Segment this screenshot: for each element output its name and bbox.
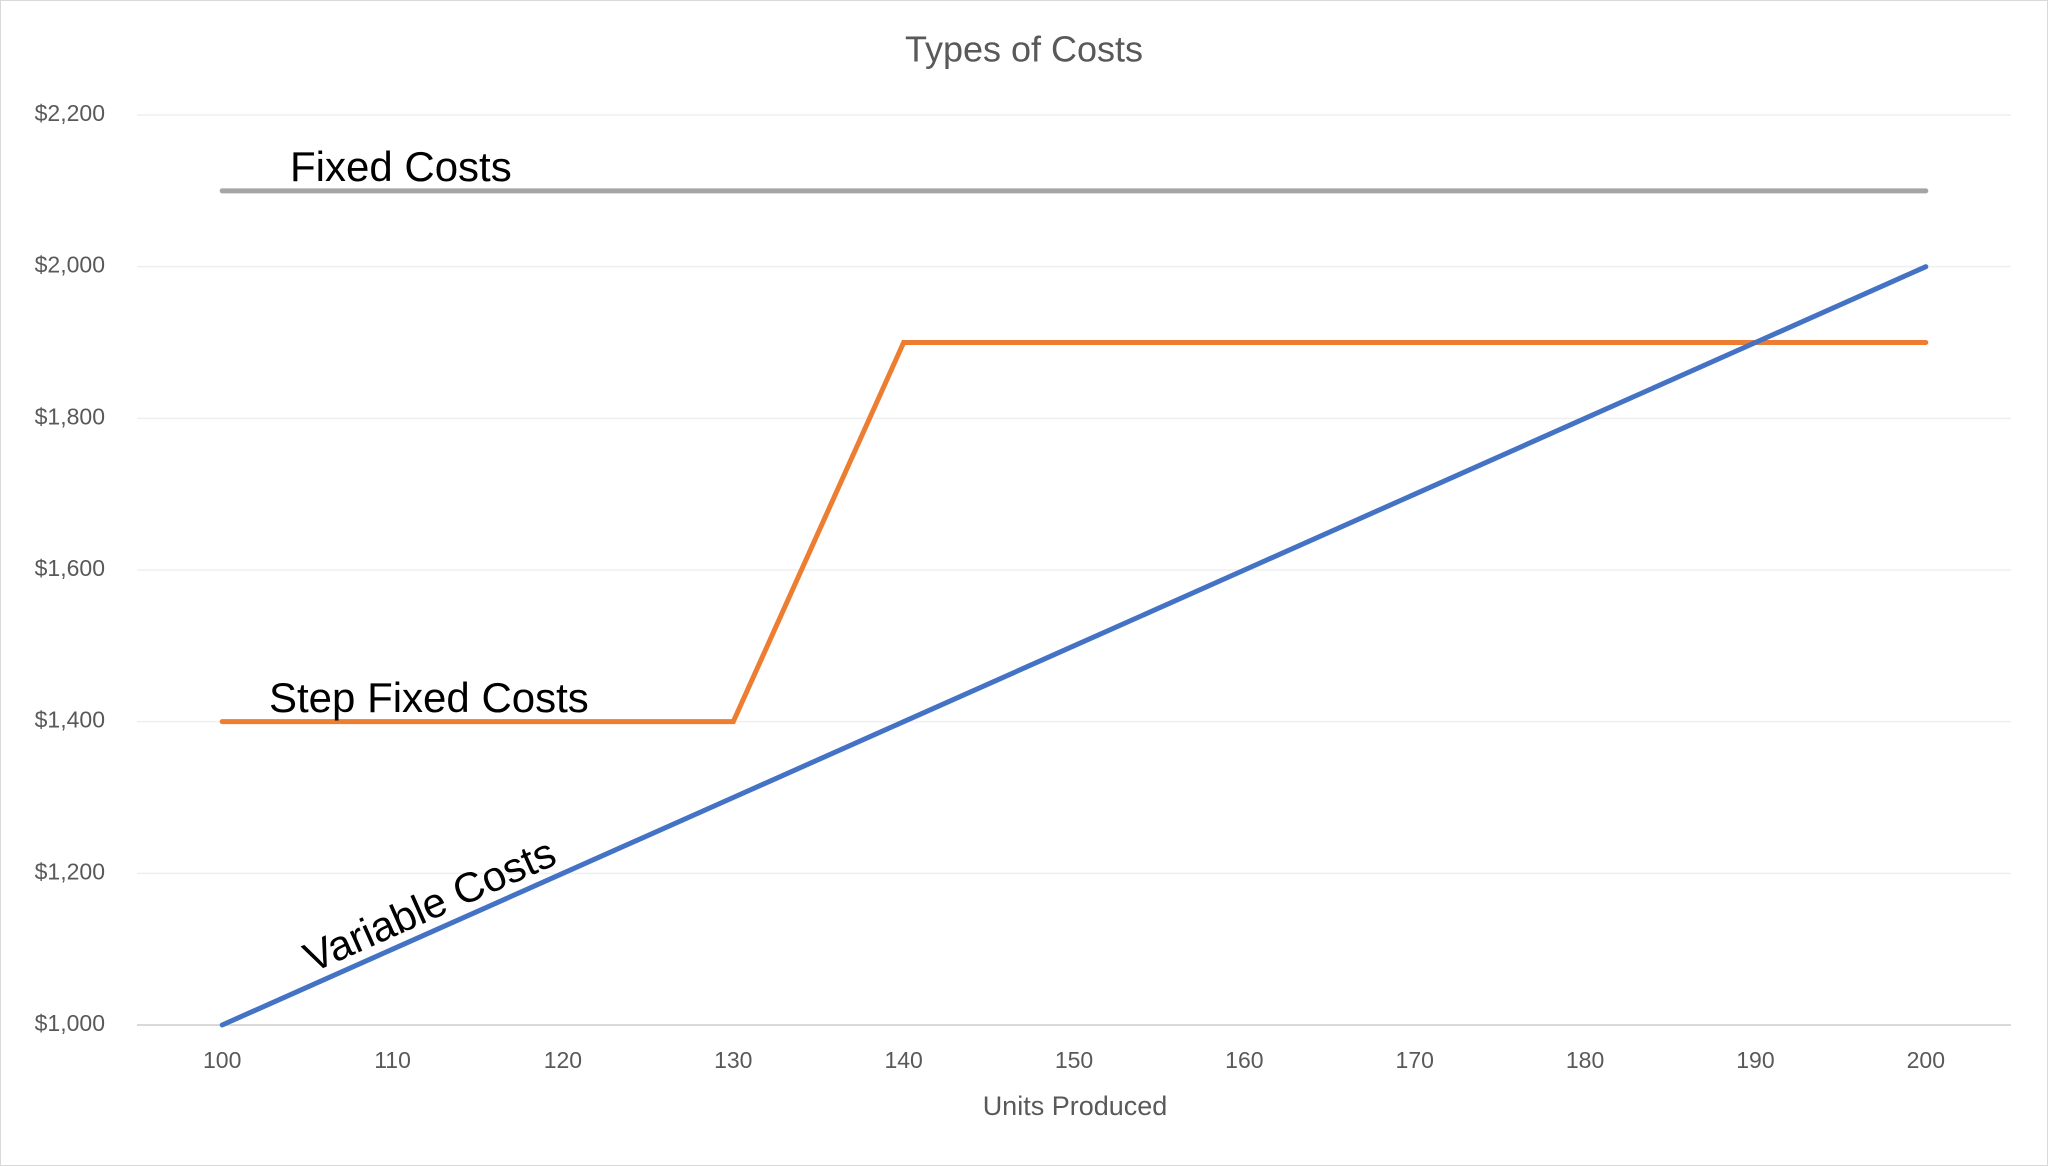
x-tick-label: 130 xyxy=(714,1047,752,1073)
x-tick-label: 190 xyxy=(1736,1047,1774,1073)
x-tick-label: 120 xyxy=(544,1047,582,1073)
series-annotation: Step Fixed Costs xyxy=(269,674,589,721)
y-tick-label: $1,000 xyxy=(35,1010,105,1036)
x-tick-label: 180 xyxy=(1566,1047,1604,1073)
series-line xyxy=(219,340,1929,725)
y-tick-label: $1,200 xyxy=(35,858,105,884)
series-line xyxy=(219,264,1929,1028)
x-tick-label: 160 xyxy=(1225,1047,1263,1073)
series-annotation: Fixed Costs xyxy=(290,143,512,190)
x-tick-label: 170 xyxy=(1396,1047,1434,1073)
x-axis-title: Units Produced xyxy=(983,1091,1168,1121)
y-tick-label: $1,800 xyxy=(35,403,105,429)
x-tick-label: 100 xyxy=(203,1047,241,1073)
chart-title: Types of Costs xyxy=(905,29,1143,70)
y-tick-label: $2,200 xyxy=(35,100,105,126)
x-tick-label: 110 xyxy=(374,1047,411,1073)
y-tick-label: $1,400 xyxy=(35,707,105,733)
x-tick-label: 200 xyxy=(1907,1047,1945,1073)
x-tick-label: 140 xyxy=(884,1047,922,1073)
y-tick-label: $2,000 xyxy=(35,252,105,278)
x-tick-label: 150 xyxy=(1055,1047,1093,1073)
y-tick-label: $1,600 xyxy=(35,555,105,581)
